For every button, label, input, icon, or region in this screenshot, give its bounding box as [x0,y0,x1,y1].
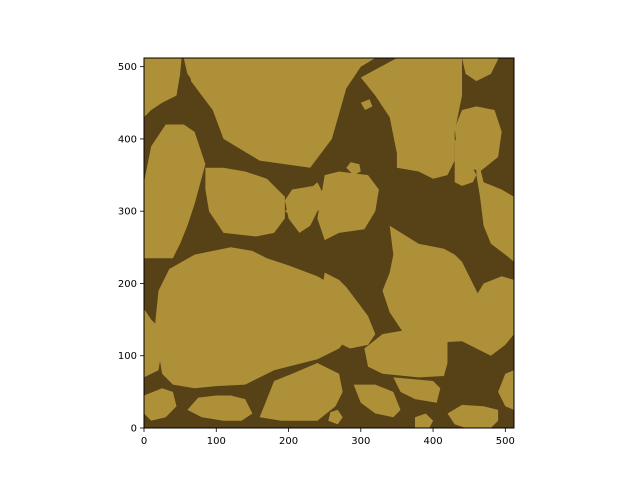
grain-region-28 [328,409,343,425]
grain-region-16 [321,272,376,349]
grain-region-11 [317,171,379,241]
grain-region-19 [462,276,514,356]
grain-region-20 [353,384,401,418]
grain-region-4 [462,58,499,82]
x-tick-label-200: 200 [279,436,298,447]
grain-region-14 [154,247,354,389]
grain-region-29 [472,417,484,428]
grain-region-7 [476,153,514,262]
grain-region-25 [498,370,514,410]
x-axis: 0 100 200 300 400 500 [141,428,515,447]
grain-layer [144,58,514,428]
grain-region-12 [382,225,495,343]
x-tick-label-400: 400 [424,436,443,447]
y-tick-label-500: 500 [118,62,137,73]
grain-region-23 [144,388,177,421]
grain-region-26 [415,413,434,428]
grain-region-5 [144,124,206,259]
x-tick-label-100: 100 [207,436,226,447]
x-tick-label-0: 0 [141,436,147,447]
grain-region-15 [284,182,325,219]
grain-region-17 [364,330,448,378]
y-axis: 0 100 200 300 400 500 [118,62,144,435]
y-tick-label-300: 300 [118,207,137,218]
grain-region-1 [144,58,182,118]
grain-region-22 [187,395,253,421]
grain-region-21 [259,363,343,421]
grain-region-9 [205,167,285,237]
x-tick-label-300: 300 [351,436,370,447]
grain-region-34 [172,72,181,82]
grain-region-32 [360,99,373,110]
grain-region-24 [447,404,499,428]
y-tick-label-0: 0 [131,424,137,435]
y-tick-label-200: 200 [118,279,137,290]
grain-region-27 [382,395,397,410]
x-tick-label-500: 500 [496,436,515,447]
grain-region-30 [346,162,361,176]
grain-region-33 [447,68,457,78]
grain-region-31 [266,261,280,273]
y-tick-label-400: 400 [118,134,137,145]
grain-region-18 [393,377,441,403]
plot-frame [143,57,515,429]
y-tick-label-100: 100 [118,351,137,362]
grain-region-2 [187,58,376,168]
grain-region-3 [360,58,462,179]
grain-region-8 [454,138,477,186]
